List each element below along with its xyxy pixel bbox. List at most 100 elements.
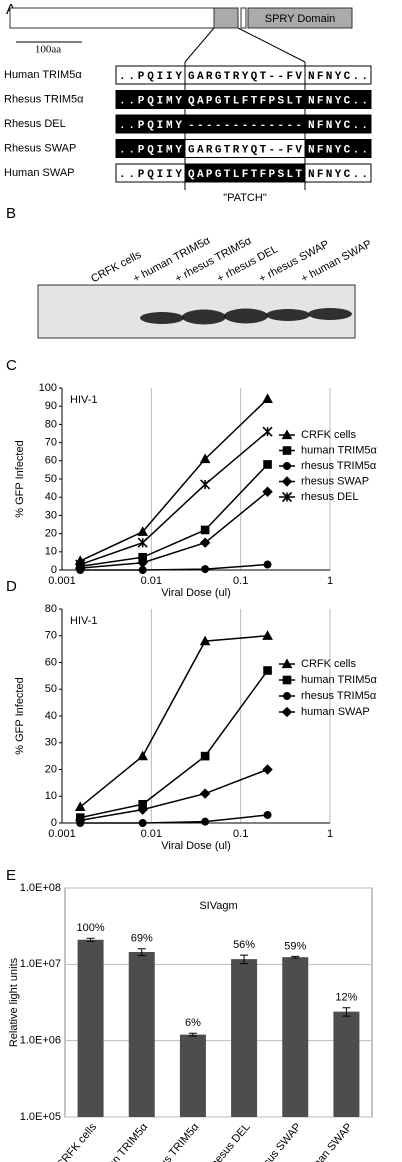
marker	[262, 486, 273, 497]
x-tick-label: Human TRIM5α	[91, 1121, 151, 1162]
error-bar	[86, 937, 95, 942]
x-tick-label: 0.1	[233, 575, 248, 587]
y-tick-label: 40	[45, 710, 57, 722]
y-tick-label: 90	[45, 400, 57, 412]
sequence: QAPGTLFTFPSLT	[188, 169, 302, 181]
y-tick-label: 100	[39, 382, 57, 394]
linker	[240, 7, 247, 29]
legend-label: human TRIM5α	[301, 444, 377, 456]
band	[266, 309, 310, 321]
legend-label: CRFK cells	[301, 429, 357, 441]
band	[140, 312, 184, 324]
series-line	[79, 431, 269, 566]
y-tick-label: 0	[51, 817, 57, 829]
sequence: ..PQIIY	[119, 169, 182, 181]
x-tick-label: 0.001	[48, 828, 76, 840]
legend-label: CRFK cells	[301, 658, 357, 670]
y-axis-label: % GFP Infected	[14, 440, 26, 517]
marker	[137, 557, 148, 568]
series-line	[80, 814, 268, 824]
seq-box	[304, 65, 372, 85]
bar-annotation: 100%	[77, 922, 105, 934]
y-tick-label: 1.0E+06	[20, 1035, 61, 1047]
bar-annotation: 69%	[131, 933, 153, 945]
x-tick-label: 1	[327, 575, 333, 587]
sequence: NFNYC..	[308, 169, 368, 181]
x-tick-label: Rhesus DEL	[204, 1121, 253, 1162]
series-line	[80, 563, 268, 571]
sequence: GARGTRYQT--FV	[188, 71, 302, 83]
series-line	[79, 635, 268, 808]
marker	[137, 537, 148, 548]
y-axis-label: Relative light units	[8, 957, 20, 1047]
series-line	[79, 398, 269, 562]
error-bar	[291, 955, 300, 959]
y-tick-label: 60	[45, 656, 57, 668]
x-tick-label: 0.01	[141, 828, 162, 840]
annotation: HIV-1	[70, 615, 98, 627]
series-line	[80, 491, 269, 569]
y-tick-label: 20	[45, 763, 57, 775]
y-tick-label: 40	[45, 491, 57, 503]
seq-box	[304, 163, 372, 183]
marker	[263, 560, 272, 569]
x-axis-label: Viral Dose (ul)	[161, 587, 231, 599]
marker	[262, 393, 273, 404]
error-bar	[240, 954, 249, 965]
y-tick-label: 50	[45, 473, 57, 485]
marker	[138, 819, 147, 827]
y-tick-label: 80	[45, 603, 57, 615]
series-line	[80, 768, 268, 822]
y-tick-label: 0	[51, 564, 57, 576]
marker	[137, 750, 149, 761]
sequence: -------------	[188, 120, 302, 132]
series-line	[80, 670, 269, 819]
marker	[137, 804, 148, 815]
marker	[263, 460, 272, 469]
sequence: NFNYC..	[308, 120, 368, 132]
y-tick-label: 10	[45, 790, 57, 802]
band	[308, 308, 352, 320]
row-name: Rhesus TRIM5α	[4, 93, 84, 105]
x-tick-label: 0.001	[48, 575, 76, 587]
x-axis-label: Viral Dose (ul)	[161, 840, 231, 852]
bar	[179, 1034, 206, 1117]
series-line	[80, 463, 269, 568]
annotation: HIV-1	[70, 394, 98, 406]
marker	[201, 817, 210, 826]
legend-label: human SWAP	[301, 706, 370, 718]
x-tick-label: Human SWAP	[300, 1121, 355, 1162]
y-tick-label: 70	[45, 630, 57, 642]
zoom-line	[184, 27, 215, 63]
marker	[199, 788, 211, 799]
scale-label: 100aa	[35, 44, 61, 56]
bar-annotation: 6%	[185, 1017, 201, 1029]
bar	[282, 957, 309, 1117]
bar	[333, 1011, 360, 1117]
marker	[200, 479, 211, 490]
marker	[75, 559, 86, 570]
row-name: Rhesus DEL	[4, 118, 66, 130]
marker	[201, 565, 210, 574]
legend-label: rhesus TRIM5α	[301, 460, 377, 472]
patch-region	[213, 7, 239, 29]
x-tick-label: Rhesus TRIM5α	[141, 1121, 202, 1162]
lane-label: + human SWAP	[299, 238, 374, 285]
marker	[281, 706, 293, 718]
y-tick-label: 60	[45, 455, 57, 467]
seq-box	[304, 90, 372, 109]
marker	[199, 453, 211, 464]
sequence: ..PQIMY	[119, 95, 182, 107]
sequence: ..PQIMY	[119, 144, 182, 156]
spry-box	[247, 7, 353, 29]
x-tick-label: CRFK cells	[55, 1121, 100, 1162]
sequence: GARGTRYQT--FV	[188, 144, 302, 156]
chart-title: SIVagm	[199, 900, 237, 912]
marker	[281, 658, 293, 669]
marker	[199, 635, 211, 646]
bar	[128, 952, 155, 1117]
marker	[199, 537, 211, 548]
panel-label: D	[6, 578, 17, 595]
protein-bar	[9, 7, 239, 29]
